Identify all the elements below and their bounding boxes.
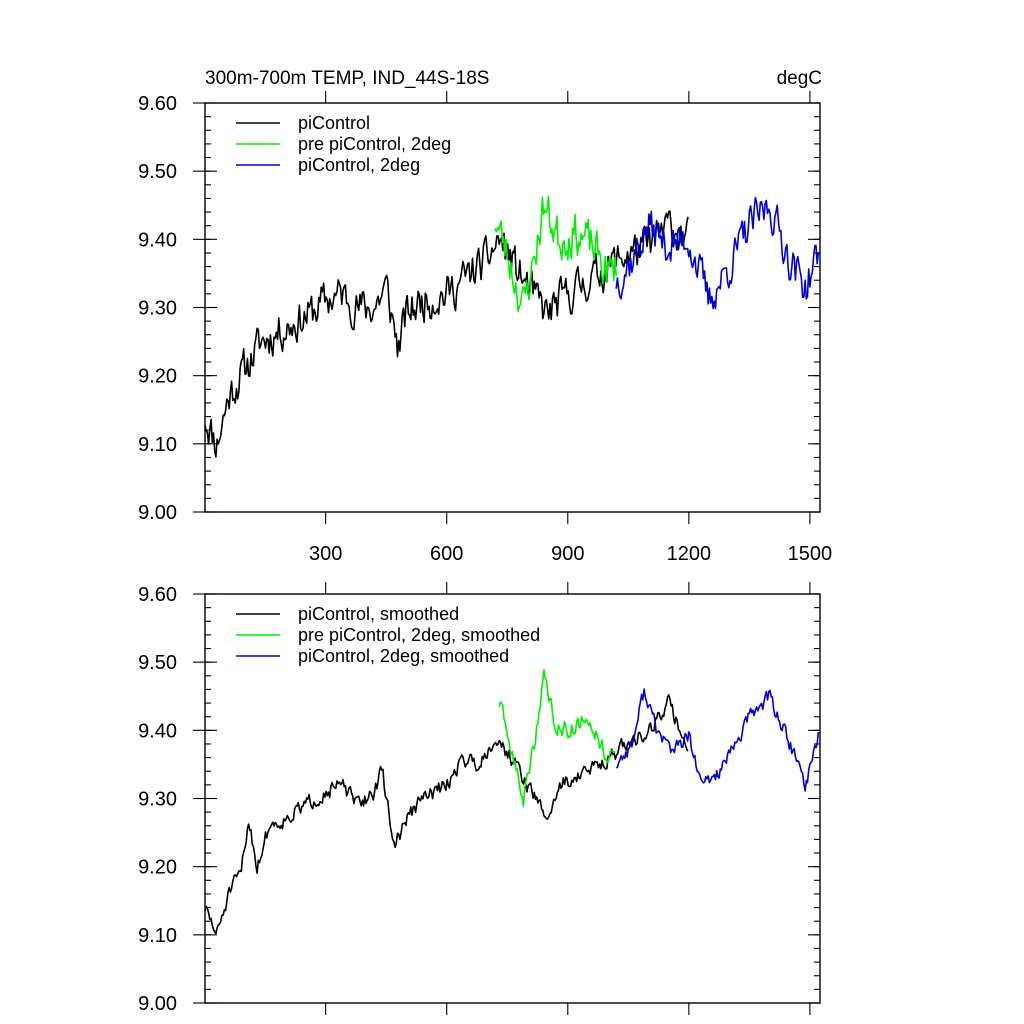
legend-label: pre piControl, 2deg, smoothed (298, 625, 540, 645)
y-tick-label: 9.60 (138, 584, 177, 606)
legend-label: piControl (298, 113, 370, 133)
legend-label: piControl, 2deg (298, 155, 420, 175)
bottom-chart-frame (204, 593, 821, 1004)
y-tick-label: 9.20 (138, 366, 177, 388)
y-tick-label: 9.50 (138, 652, 177, 674)
bottom-chart-panel: 9.00 9.10 9.20 9.30 9.40 9.50 9.60 piControl, … (138, 582, 821, 1015)
series-line (204, 210, 689, 458)
x-tick-label: 1500 (788, 543, 833, 565)
legend-label: piControl, 2deg, smoothed (298, 646, 509, 666)
y-tick-label: 9.40 (138, 229, 177, 251)
x-tick-label: 300 (309, 543, 342, 565)
series-line (494, 195, 617, 313)
x-tick-label: 900 (551, 543, 584, 565)
bottom-chart-ticks: 9.00 9.10 9.20 9.30 9.40 9.50 9.60 (138, 582, 820, 1015)
top-chart-series (204, 195, 820, 458)
legend-label: pre piControl, 2deg (298, 134, 451, 154)
x-tick-label: 1200 (667, 543, 712, 565)
y-tick-label: 9.40 (138, 720, 177, 742)
y-tick-label: 9.30 (138, 789, 177, 811)
series-line (615, 196, 820, 310)
series-line (204, 694, 689, 935)
x-tick-label: 600 (430, 543, 463, 565)
y-tick-label: 9.10 (138, 434, 177, 456)
y-tick-label: 9.00 (138, 993, 177, 1015)
series-line (616, 688, 820, 792)
chart-units: degC (777, 68, 822, 89)
y-tick-label: 9.00 (138, 502, 177, 524)
y-tick-label: 9.50 (138, 161, 177, 183)
y-tick-label: 9.60 (138, 93, 177, 115)
top-chart-ticks: 9.00 9.10 9.20 9.30 9.40 9.50 9.60 300 600 900 120… (138, 91, 832, 565)
y-tick-label: 9.20 (138, 857, 177, 879)
chart-title: 300m-700m TEMP, IND_44S-18S (205, 68, 489, 89)
y-tick-label: 9.10 (138, 925, 177, 947)
bottom-chart-series (204, 669, 820, 935)
legend-label: piControl, smoothed (298, 604, 459, 624)
series-line (498, 669, 616, 808)
top-chart-panel: 300m-700m TEMP, IND_44S-18S degC 9.00 9.1… (138, 68, 832, 565)
y-tick-label: 9.30 (138, 298, 177, 320)
top-chart-frame (204, 102, 821, 513)
